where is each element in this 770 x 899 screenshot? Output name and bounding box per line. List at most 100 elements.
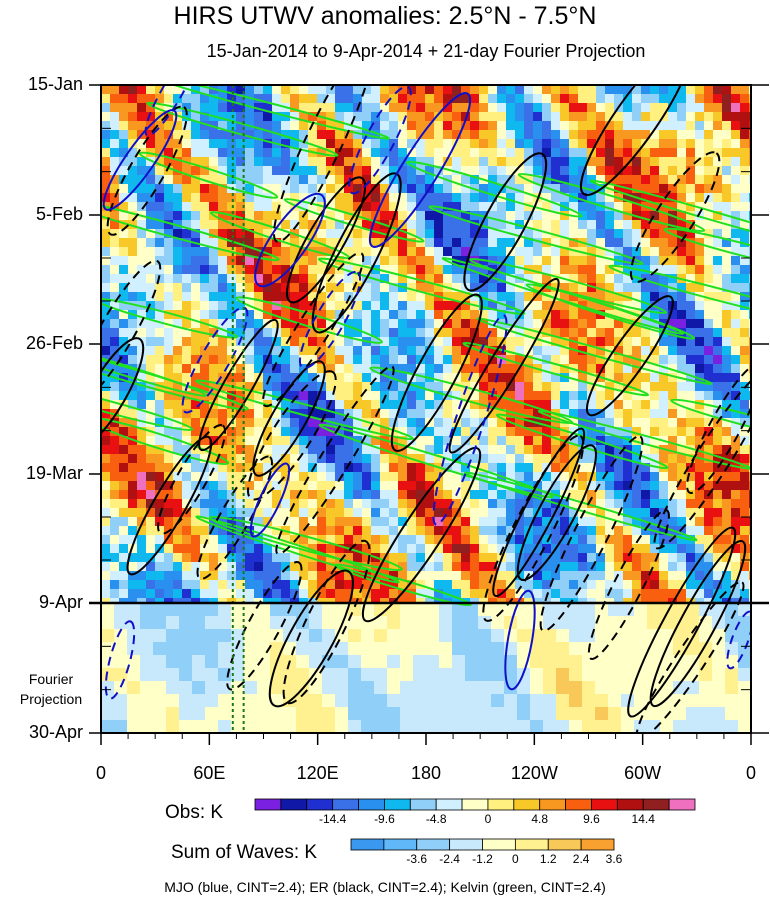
y-tick-label: 26-Feb xyxy=(25,333,83,353)
er-contour xyxy=(649,540,747,708)
waves-colorbar-tick-label: -3.6 xyxy=(406,852,428,866)
waves-colorbar-swatch xyxy=(482,838,516,851)
y-tick-label: 15-Jan xyxy=(27,74,83,94)
waves-colorbar-tick-label: -1.2 xyxy=(472,852,493,866)
obs-colorbar-label: Obs: K xyxy=(165,802,224,823)
kelvin-contour xyxy=(589,179,751,253)
waves-colorbar-swatch xyxy=(514,838,549,851)
x-tick-label: 120E xyxy=(296,763,339,783)
waves-colorbar-tick-label: 0 xyxy=(512,852,519,866)
chart-subtitle: 15-Jan-2014 to 9-Apr-2014 + 21-day Fouri… xyxy=(206,41,646,61)
obs-colorbar-swatch xyxy=(487,798,515,811)
waves-colorbar-tick-label: 1.2 xyxy=(539,852,557,866)
mjo-contour xyxy=(298,270,362,370)
obs-colorbar-swatch xyxy=(591,798,618,811)
y-tick-label: 9-Apr xyxy=(38,592,83,612)
er-contour xyxy=(198,318,279,452)
kelvin-contour xyxy=(101,197,280,262)
kelvin-contour xyxy=(195,515,400,584)
kelvin-contour xyxy=(138,151,279,199)
waves-colorbar-tick-label: -2.4 xyxy=(439,852,460,866)
obs-colorbar-swatch xyxy=(616,798,644,811)
er-contour xyxy=(126,435,213,576)
er-contour xyxy=(275,365,395,555)
waves-colorbar-swatch xyxy=(580,838,615,851)
er-contour xyxy=(101,337,145,448)
kelvin-contour xyxy=(101,335,249,411)
kelvin-contour xyxy=(283,198,425,243)
er-contour xyxy=(268,569,354,708)
kelvin-contour xyxy=(525,283,696,340)
mjo-contour xyxy=(249,462,291,538)
obs-colorbar-tick-label: 14.4 xyxy=(631,812,655,826)
x-tick-label: 0 xyxy=(95,763,106,783)
obs-colorbar-swatch xyxy=(280,798,308,811)
kelvin-contour xyxy=(670,398,751,443)
er-contour xyxy=(262,251,365,408)
x-tick-label: 120W xyxy=(510,763,558,783)
kelvin-contour xyxy=(195,379,414,441)
mjo-contour xyxy=(144,85,200,137)
y-tick-label: 30-Apr xyxy=(28,722,83,742)
mjo-contour xyxy=(432,314,508,526)
fourier-projection-label: Fourier Projection xyxy=(19,671,83,707)
obs-colorbar-tick-label: 4.8 xyxy=(531,812,549,826)
mjo-contour xyxy=(104,620,136,700)
er-contour xyxy=(516,444,597,582)
x-tick-label: 180 xyxy=(410,763,442,783)
er-contour xyxy=(272,85,374,243)
er-contour xyxy=(286,176,367,304)
kelvin-contour xyxy=(101,341,207,397)
er-contour xyxy=(157,423,227,535)
waves-colorbar-swatch xyxy=(350,838,385,851)
er-contour xyxy=(196,455,273,580)
x-tick-label: 0 xyxy=(745,763,756,783)
waves-colorbar-tick-label: 2.4 xyxy=(572,852,590,866)
mjo-contour xyxy=(368,92,472,248)
obs-colorbar-tick-label: 0 xyxy=(484,812,492,826)
obs-colorbar-swatch xyxy=(539,798,566,811)
obs-colorbar-swatch xyxy=(306,798,334,811)
er-contour xyxy=(361,446,482,623)
kelvin-contour xyxy=(208,515,403,572)
waves-colorbar-label: Sum of Waves: K xyxy=(171,842,318,863)
er-contour xyxy=(587,509,670,660)
er-contour xyxy=(653,367,751,550)
obs-colorbar-swatch xyxy=(409,798,437,811)
kelvin-contour xyxy=(476,317,713,385)
waves-colorbar-swatch xyxy=(547,838,582,851)
kelvin-contour xyxy=(101,382,194,432)
chart-title: HIRS UTWV anomalies: 2.5°N - 7.5°N xyxy=(173,2,597,30)
er-contour xyxy=(539,435,644,632)
er-contour xyxy=(627,526,737,718)
obs-colorbar-swatch xyxy=(435,798,463,811)
mjo-contour xyxy=(348,85,412,195)
contour-legend-note: MJO (blue, CINT=2.4); ER (black, CINT=2.… xyxy=(164,879,606,895)
obs-colorbar-swatch xyxy=(642,798,670,811)
obs-colorbar-swatch xyxy=(565,798,592,811)
mjo-contour xyxy=(181,306,249,414)
er-contour xyxy=(247,370,337,501)
kelvin-contour xyxy=(317,257,526,316)
kelvin-contour xyxy=(608,264,751,325)
obs-colorbar-swatch xyxy=(358,798,385,811)
obs-colorbar-swatch xyxy=(332,798,359,811)
kelvin-contour xyxy=(462,341,650,397)
obs-colorbar-swatch xyxy=(513,798,541,811)
kelvin-contour xyxy=(146,101,339,157)
obs-colorbar-swatch xyxy=(461,798,489,811)
kelvin-contour xyxy=(406,160,583,218)
heatmap-field xyxy=(101,85,751,733)
kelvin-contour xyxy=(235,296,383,344)
waves-colorbar-swatch xyxy=(449,838,483,851)
x-tick-label: 60W xyxy=(624,763,662,783)
kelvin-contour xyxy=(428,205,644,266)
mjo-contour xyxy=(254,192,326,288)
er-contour xyxy=(106,105,188,236)
waves-colorbar-swatch xyxy=(416,838,451,851)
er-contour xyxy=(635,580,745,733)
kelvin-contour xyxy=(663,227,751,270)
obs-colorbar-swatch xyxy=(668,798,696,811)
er-contour xyxy=(252,360,326,477)
kelvin-contour xyxy=(101,297,238,339)
